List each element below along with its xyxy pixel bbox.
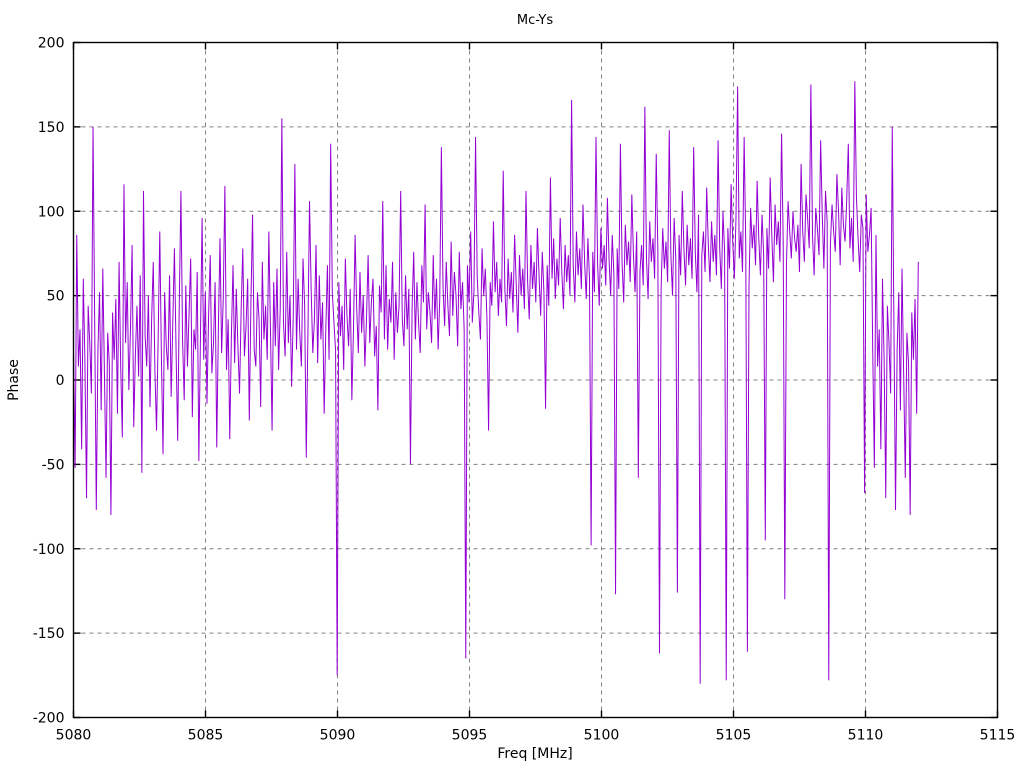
data-series-line [73, 81, 919, 684]
x-tick-label: 5090 [320, 728, 356, 744]
y-tick-label: -100 [33, 542, 65, 558]
x-tick-label: 5115 [980, 728, 1016, 744]
x-tick-label: 5085 [188, 728, 224, 744]
x-tick-labels: 5080 5085 5090 5095 5100 5105 5110 5115 [56, 728, 1016, 744]
x-axis-label: Freq [MHz] [497, 746, 572, 762]
x-tick-label: 5095 [452, 728, 488, 744]
y-tick-label: 150 [38, 120, 65, 136]
x-tick-label: 5105 [716, 728, 752, 744]
y-axis-label: Phase [6, 359, 22, 401]
x-tick-label: 5110 [848, 728, 884, 744]
y-tick-label: -200 [33, 711, 65, 727]
y-tick-label: -150 [33, 626, 65, 642]
y-tick-label: 200 [38, 36, 65, 52]
y-tick-label: 100 [38, 204, 65, 220]
y-tick-label: 50 [47, 289, 65, 305]
plot-frame [72, 41, 999, 719]
y-tick-label: 0 [56, 373, 65, 389]
x-tick-label: 5100 [584, 728, 620, 744]
y-tick-labels: -200 -150 -100 -50 0 50 100 150 200 [33, 36, 65, 727]
chart-title: Mc-Ys [517, 13, 553, 28]
y-tick-label: -50 [42, 457, 65, 473]
x-tick-label: 5080 [56, 728, 92, 744]
data-series-layer [73, 81, 919, 684]
